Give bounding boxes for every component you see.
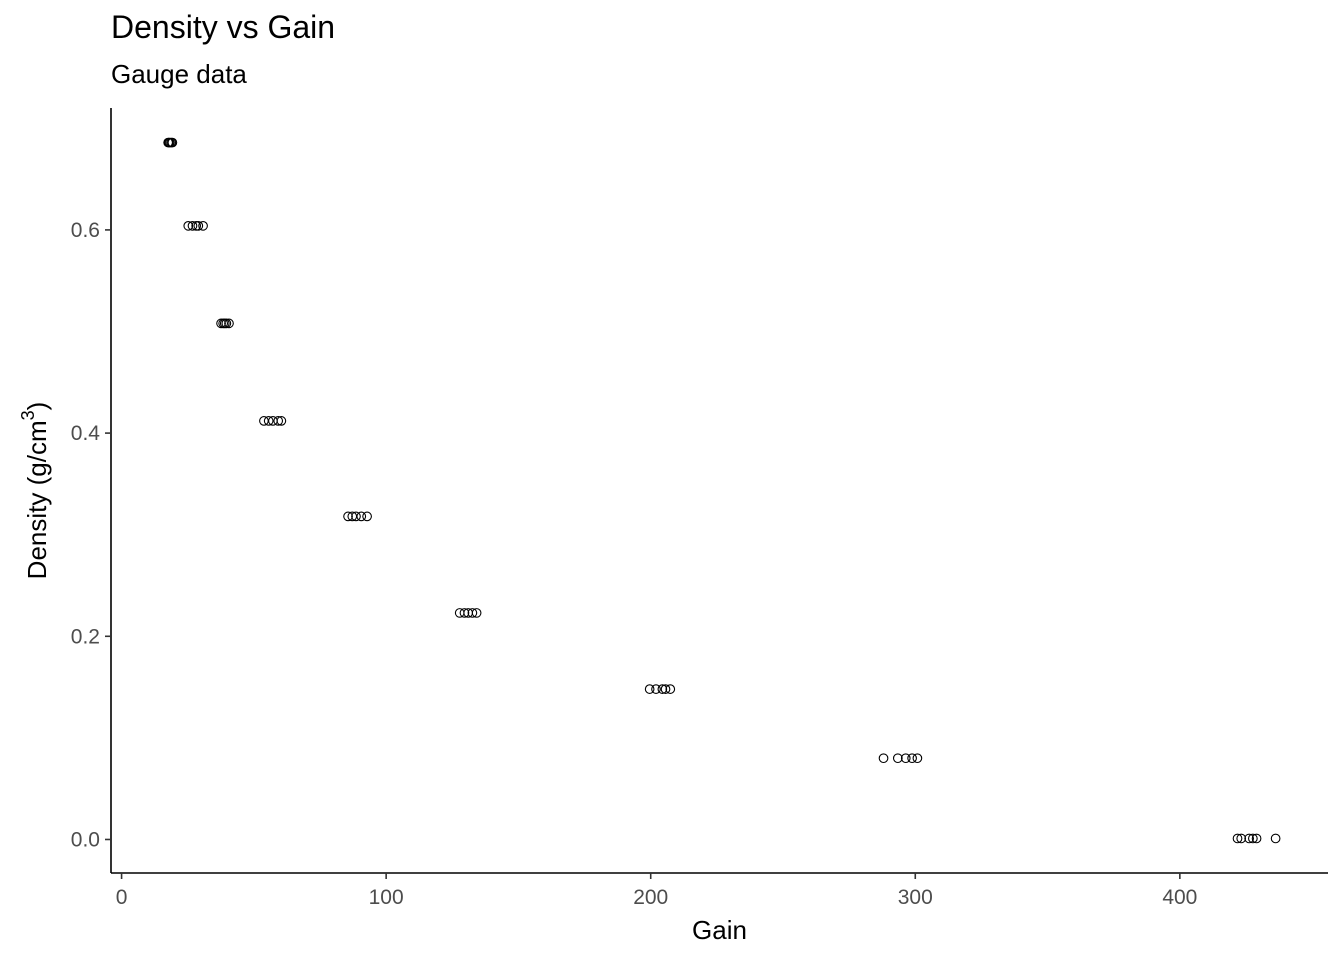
data-point	[1232, 833, 1243, 844]
x-axis-title: Gain	[692, 915, 747, 945]
x-tick-label: 400	[1162, 886, 1197, 909]
data-point	[1251, 833, 1262, 844]
data-point	[351, 511, 361, 522]
data-point	[471, 608, 482, 618]
data-point	[665, 684, 676, 694]
data-point	[224, 318, 234, 329]
chart-title: Density vs Gain	[111, 9, 336, 45]
y-axis-title-close-paren: )	[22, 402, 52, 411]
data-point	[1248, 833, 1258, 844]
y-axis-title-superscript: 3	[18, 410, 38, 420]
data-point	[657, 684, 668, 694]
data-point	[467, 608, 478, 618]
x-tick-label: 0	[116, 886, 128, 909]
data-point	[263, 416, 274, 426]
data-point	[167, 137, 178, 148]
data-point	[1236, 833, 1247, 844]
y-tick-label: 0.4	[71, 422, 101, 445]
data-point	[907, 753, 917, 764]
data-point	[198, 220, 208, 231]
data-point	[183, 220, 194, 231]
data-point	[1244, 833, 1255, 844]
data-point	[362, 511, 372, 522]
data-point	[1270, 833, 1281, 844]
y-axis-ticks: 0.0 0.2 0.4 0.6	[71, 219, 111, 851]
y-axis-title-open-paren: (	[22, 476, 52, 485]
chart-subtitle: Gauge data	[111, 59, 247, 89]
x-tick-label: 100	[369, 886, 404, 909]
x-tick-label: 200	[633, 886, 668, 909]
y-tick-label: 0.2	[71, 625, 100, 648]
data-point	[912, 753, 923, 764]
data-point	[651, 684, 661, 694]
data-point	[276, 416, 287, 426]
data-point	[356, 511, 367, 522]
data-point	[221, 318, 232, 329]
data-point	[900, 753, 911, 764]
y-axis-title: Density (g/cm3)	[18, 402, 52, 580]
x-axis-ticks: 0 100 200 300 400	[116, 873, 1197, 909]
data-point	[187, 220, 198, 231]
points-layer	[163, 137, 1281, 844]
data-point	[660, 684, 671, 694]
data-point	[459, 608, 470, 618]
x-tick-label: 300	[898, 886, 933, 909]
data-point	[878, 753, 889, 764]
data-point	[193, 220, 204, 231]
data-point	[892, 753, 903, 764]
y-axis-title-text: Density	[22, 493, 52, 580]
data-point	[273, 416, 284, 426]
data-point	[644, 684, 655, 694]
data-point	[343, 511, 353, 522]
y-tick-label: 0.0	[71, 828, 100, 851]
y-tick-label: 0.6	[71, 219, 100, 242]
y-axis-title-unit: g/cm	[22, 420, 52, 476]
